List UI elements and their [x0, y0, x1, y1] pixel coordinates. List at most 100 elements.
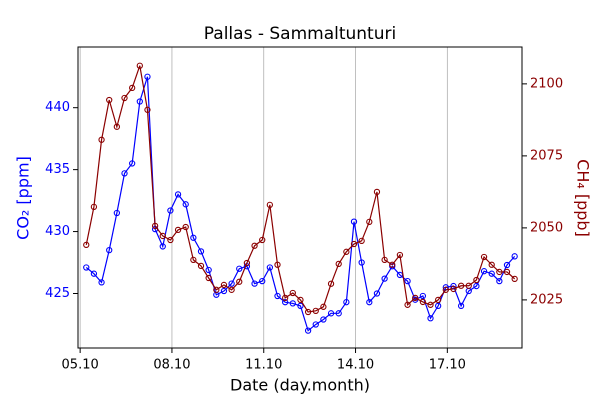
data-point [457, 282, 465, 289]
data-point [396, 251, 404, 259]
data-point [473, 276, 480, 284]
data-point [435, 302, 442, 310]
data-point [373, 290, 381, 297]
data-point [159, 232, 166, 240]
data-point [496, 268, 503, 276]
data-point [251, 280, 258, 287]
data-point [136, 98, 143, 105]
data-point [129, 84, 136, 92]
y2-tick-label: 2100 [530, 76, 563, 91]
data-point [442, 286, 449, 293]
data-point [304, 327, 312, 334]
series-line [85, 76, 516, 332]
data-point [427, 301, 434, 308]
data-point [496, 277, 503, 285]
x-tick-label: 11.10 [245, 358, 282, 373]
data-point [358, 259, 365, 266]
data-point [350, 240, 358, 248]
data-point [174, 226, 182, 234]
data-point [113, 123, 121, 130]
data-point [366, 299, 373, 306]
data-point [167, 207, 174, 214]
data-point [503, 261, 511, 269]
data-point [488, 270, 495, 277]
y-tick-label: 435 [45, 162, 70, 177]
data-point [236, 278, 243, 285]
data-point [419, 292, 427, 300]
x-axis-label: Date (day.month) [230, 376, 370, 395]
data-point [327, 310, 335, 317]
data-point [83, 264, 90, 271]
data-point [121, 170, 128, 177]
data-point [289, 300, 296, 307]
data-point [259, 236, 266, 244]
data-point [343, 248, 350, 255]
data-point [220, 281, 228, 289]
data-point [457, 302, 465, 310]
y2-axis-label: CH₄ [ppb] [574, 159, 593, 237]
data-point [289, 289, 296, 297]
data-point [435, 296, 442, 304]
data-point [282, 299, 289, 306]
data-point [473, 282, 480, 290]
data-point [297, 302, 304, 310]
data-point [381, 256, 388, 264]
y2-tick-label: 2075 [530, 148, 563, 163]
y-tick-label: 430 [45, 224, 70, 239]
data-point [480, 253, 488, 261]
y2-tick-label: 2050 [530, 220, 563, 235]
data-point [197, 262, 205, 270]
data-point [389, 261, 396, 268]
series-line [85, 65, 516, 313]
chart-title: Pallas - Sammaltunturi [204, 24, 396, 44]
data-point [159, 243, 166, 250]
data-point [297, 296, 304, 304]
data-point [511, 275, 518, 283]
data-point [205, 266, 212, 274]
plot-frame [77, 46, 523, 349]
data-point [98, 279, 105, 286]
x-tick-label: 05.10 [62, 358, 99, 373]
data-point [274, 292, 281, 300]
data-point [182, 223, 189, 231]
data-point [151, 222, 159, 230]
data-point [335, 310, 342, 317]
data-point [129, 160, 136, 167]
data-point [266, 264, 274, 271]
data-point [144, 106, 151, 113]
data-point [83, 241, 90, 249]
data-point [312, 307, 319, 314]
data-point [320, 316, 327, 323]
data-point [113, 209, 121, 217]
data-point [220, 287, 228, 295]
data-point [90, 270, 98, 277]
data-point [450, 285, 457, 293]
data-point [335, 260, 342, 268]
data-point [427, 315, 434, 322]
data-point [327, 280, 335, 287]
data-point [274, 261, 281, 268]
data-point [419, 298, 427, 306]
data-point [503, 268, 511, 276]
data-point [190, 256, 197, 264]
y-axis-label: CO₂ [ppm] [14, 156, 33, 240]
data-point [197, 248, 205, 255]
data-point [412, 294, 419, 302]
x-tick-label: 17.10 [429, 358, 466, 373]
data-point [350, 218, 358, 225]
data-point [167, 236, 174, 244]
data-point [488, 261, 495, 268]
data-point [205, 274, 212, 282]
data-point [144, 73, 151, 80]
data-point [343, 299, 350, 306]
data-point [174, 191, 182, 198]
x-tick-label: 08.10 [153, 358, 190, 373]
data-point [106, 246, 113, 254]
data-point [465, 282, 472, 289]
data-point [90, 203, 98, 211]
y2-tick-label: 2025 [530, 292, 563, 307]
data-point [228, 286, 235, 293]
data-point [121, 94, 128, 102]
data-point [404, 277, 411, 285]
data-point [136, 62, 143, 69]
